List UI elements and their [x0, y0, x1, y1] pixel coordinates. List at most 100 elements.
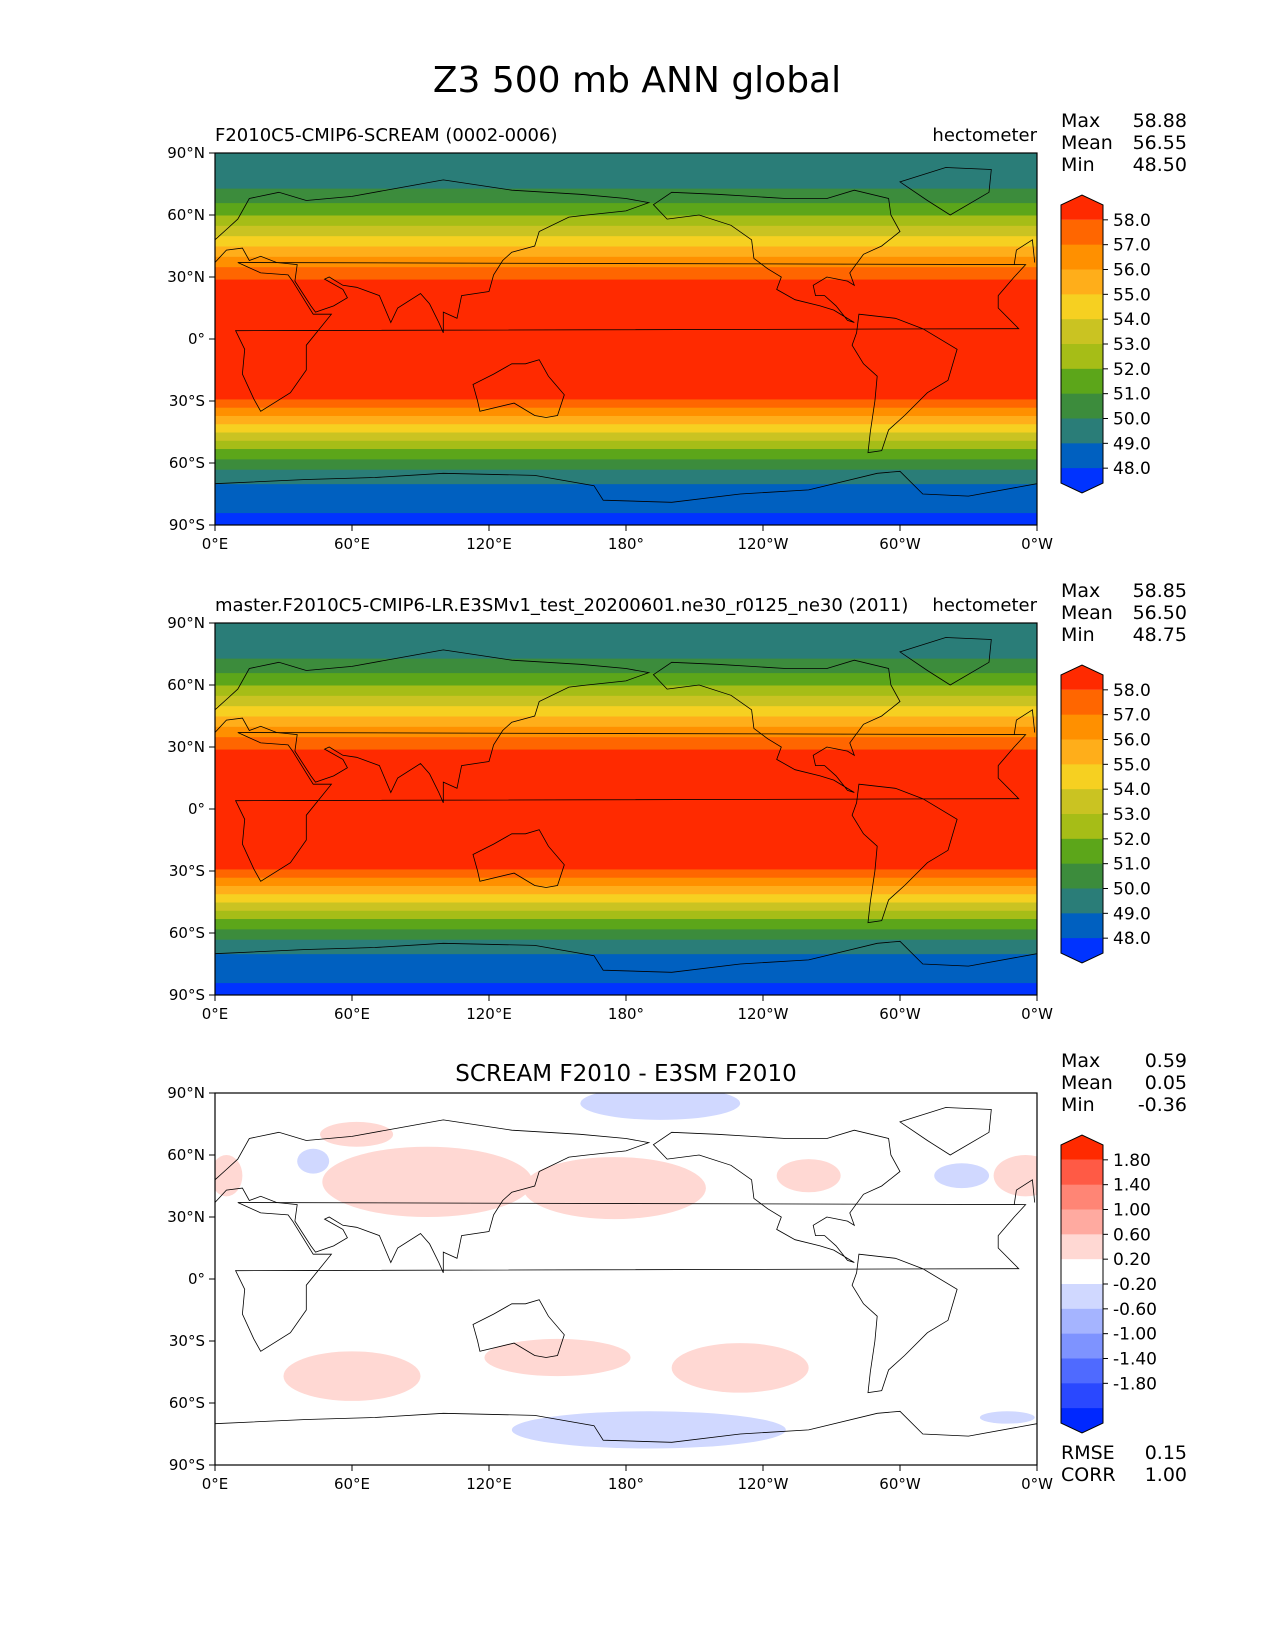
zonal-band — [215, 153, 1037, 189]
colorbar-segment — [1061, 344, 1103, 370]
zonal-band — [215, 432, 1037, 441]
colorbar-segment — [1061, 368, 1103, 395]
colorbar-tick-label: 52.0 — [1113, 360, 1151, 380]
zonal-band — [215, 623, 1037, 659]
zonal-band — [215, 953, 1037, 984]
x-tick-label: 120°E — [466, 535, 512, 553]
panel-title: F2010C5-CMIP6-SCREAM (0002-0006) — [215, 125, 557, 146]
colorbar-tick-label: 0.60 — [1113, 1225, 1151, 1245]
x-tick-label: 0°E — [202, 535, 229, 553]
colorbar-segment — [1061, 1259, 1103, 1285]
x-tick-label: 60°W — [879, 1005, 921, 1023]
colorbar-tick-label: 55.0 — [1113, 285, 1151, 305]
colorbar-segment — [1061, 913, 1103, 939]
outline-greenland — [899, 167, 992, 216]
positive-anomaly-region — [215, 1155, 243, 1197]
colorbar-extend-max — [1061, 665, 1103, 690]
zonal-band — [215, 423, 1037, 433]
outline-europe-asia — [215, 1119, 651, 1273]
outline-greenland — [899, 637, 992, 686]
x-tick-label: 60°E — [334, 1475, 370, 1493]
colorbar-segment — [1061, 814, 1103, 840]
bottom-stat-value: 1.00 — [1145, 1464, 1187, 1486]
map-background — [215, 1093, 1037, 1465]
outline-antarctica — [215, 470, 1037, 503]
zonal-band — [215, 458, 1037, 470]
zonal-band — [215, 215, 1037, 226]
zonal-band — [215, 440, 1037, 450]
colorbar-tick-label: 1.80 — [1113, 1151, 1151, 1171]
positive-anomaly-region — [671, 1343, 809, 1393]
colorbar-tick-label: 55.0 — [1113, 755, 1151, 775]
colorbar-segment — [1061, 1234, 1103, 1260]
x-tick-label: 0°E — [202, 1475, 229, 1493]
zonal-band — [215, 235, 1037, 247]
outline-greenland — [899, 1107, 992, 1156]
stat-value: -0.36 — [1138, 1094, 1187, 1116]
colorbar-tick-label: 0.20 — [1113, 1250, 1151, 1270]
colorbar-segment — [1061, 739, 1103, 765]
colorbar-segment — [1061, 1358, 1103, 1384]
stat-label: Max — [1061, 580, 1100, 602]
colorbar-tick-label: 50.0 — [1113, 410, 1151, 430]
negative-anomaly-region — [297, 1148, 330, 1174]
x-tick-label: 60°E — [334, 1005, 370, 1023]
colorbar-segment — [1061, 764, 1103, 790]
colorbar-segment — [1061, 888, 1103, 914]
colorbar-tick-label: 51.0 — [1113, 385, 1151, 405]
colorbar-segment — [1061, 1184, 1103, 1210]
y-tick-label: 90°N — [167, 1084, 205, 1102]
y-tick-label: 30°S — [169, 392, 205, 410]
y-tick-label: 60°S — [169, 924, 205, 942]
colorbar-tick-label: 49.0 — [1113, 904, 1151, 924]
colorbar-tick-label: 50.0 — [1113, 880, 1151, 900]
stat-label: Max — [1061, 110, 1100, 132]
zonal-band — [215, 448, 1037, 460]
outline-africa — [234, 732, 1027, 882]
colorbar-outline — [1060, 1134, 1104, 1434]
outline-iberia — [1013, 1179, 1036, 1205]
y-tick-label: 90°N — [167, 144, 205, 162]
x-tick-label: 60°E — [334, 535, 370, 553]
colorbar-tick-label: -1.00 — [1113, 1325, 1157, 1345]
colorbar-extend-max — [1061, 1135, 1103, 1160]
zonal-band — [215, 225, 1037, 237]
zonal-band — [215, 469, 1037, 485]
colorbar-extend-min — [1061, 1408, 1103, 1433]
outline-antarctica — [215, 1410, 1037, 1443]
zonal-band — [215, 256, 1037, 268]
stat-label: Mean — [1061, 602, 1113, 624]
zonal-band — [215, 202, 1037, 216]
zonal-band — [215, 928, 1037, 940]
zonal-band — [215, 877, 1037, 886]
outline-africa — [234, 262, 1027, 412]
zonal-band — [215, 982, 1037, 995]
zonal-band — [215, 918, 1037, 930]
positive-anomaly-region — [320, 1121, 394, 1147]
y-tick-label: 30°S — [169, 862, 205, 880]
stat-label: Min — [1061, 1094, 1095, 1116]
x-tick-label: 120°W — [738, 1005, 789, 1023]
panel-title: SCREAM F2010 - E3SM F2010 — [455, 1061, 796, 1087]
colorbar-tick-label: 49.0 — [1113, 434, 1151, 454]
panel-title: master.F2010C5-CMIP6-LR.E3SMv1_test_2020… — [215, 595, 908, 616]
negative-anomaly-region — [580, 1093, 741, 1120]
bottom-stat-label: CORR — [1061, 1464, 1116, 1486]
positive-anomaly-region — [484, 1338, 631, 1377]
colorbar-outline — [1060, 194, 1104, 494]
zonal-band — [215, 658, 1037, 674]
colorbar-tick-label: 1.00 — [1113, 1201, 1151, 1221]
y-tick-label: 30°N — [167, 268, 205, 286]
y-tick-label: 30°N — [167, 738, 205, 756]
outline-south-america — [851, 1253, 958, 1394]
positive-anomaly-region — [776, 1159, 841, 1193]
zonal-band — [215, 749, 1037, 870]
x-tick-label: 0°W — [1021, 1475, 1053, 1493]
colorbar-segment — [1061, 443, 1103, 469]
panel-reference-model: 0°E 60°E 120°E 180° 120°W 60°W 0°W 90°N 60°N 30°N… — [167, 580, 1187, 1023]
map-area — [215, 1093, 1037, 1465]
stat-value: 56.55 — [1133, 132, 1187, 154]
y-tick-label: 90°S — [169, 986, 205, 1004]
zonal-band — [215, 685, 1037, 696]
colorbar-tick-label: 56.0 — [1113, 261, 1151, 281]
